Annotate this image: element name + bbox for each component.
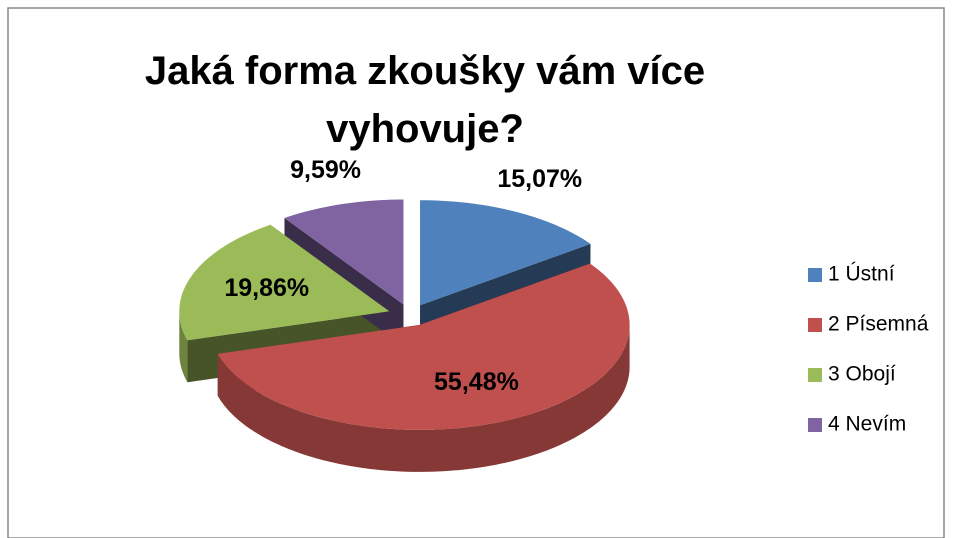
legend-swatch: [808, 418, 822, 432]
legend-label: 3 Obojí: [828, 363, 896, 386]
slice: [217, 263, 630, 430]
slice: [179, 224, 390, 341]
slice: [420, 200, 591, 306]
legend-swatch: [808, 368, 822, 382]
data-label: 9,59%: [290, 156, 361, 184]
legend-label: 2 Písemná: [828, 313, 929, 336]
slice: [284, 199, 404, 305]
legend-label: 1 Ústní: [828, 263, 895, 286]
legend-swatch: [808, 268, 822, 282]
chart-title: Jaká forma zkoušky vám více vyhovuje?: [144, 49, 706, 151]
slice-side: [179, 311, 188, 383]
data-label: 19,86%: [224, 274, 309, 302]
legend-label: 4 Nevím: [828, 413, 906, 436]
data-label: 55,48%: [434, 368, 519, 396]
data-label: 15,07%: [497, 165, 582, 193]
slice-side: [217, 324, 630, 472]
legend-swatch: [808, 318, 822, 332]
